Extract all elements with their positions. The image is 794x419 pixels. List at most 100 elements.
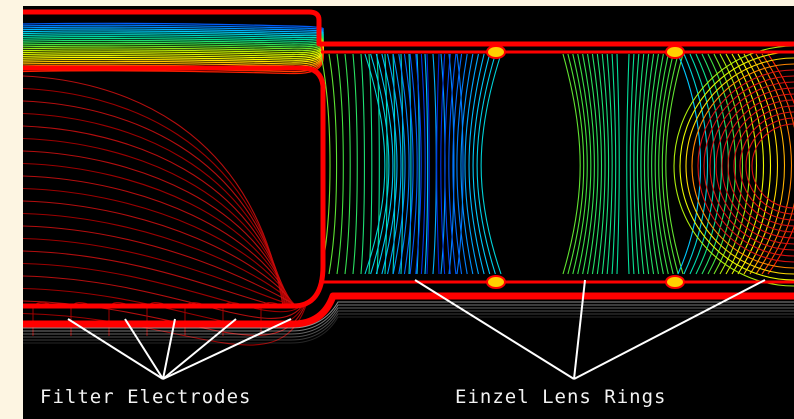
lens-contour [448, 53, 457, 275]
entry-contour [400, 53, 404, 275]
lens-contour [654, 53, 669, 275]
exit-contour [673, 45, 794, 287]
retarding-contour [23, 237, 299, 307]
einzel-lens-rings-label: Einzel Lens Rings [455, 386, 667, 408]
exit-contour [685, 57, 794, 275]
exit-contour [731, 53, 765, 275]
exit-contour [689, 53, 716, 275]
retarding-contour [23, 112, 288, 307]
exit-contour [691, 63, 794, 269]
filter-electrodes-pointer [124, 318, 164, 380]
lens-contour [381, 53, 398, 275]
exit-contour [715, 87, 794, 245]
lens-contour [444, 53, 451, 275]
lens-contour [577, 53, 592, 275]
filter-electrode-boundary [23, 65, 326, 309]
lens-contour [562, 53, 581, 275]
exit-contour [683, 53, 709, 275]
channel-contour [23, 30, 324, 42]
lens-contour [375, 53, 394, 275]
retarding-contour [23, 262, 302, 313]
einzel-lens-rings-pointer [573, 279, 586, 380]
channel-contour [23, 28, 324, 35]
lens-contour [644, 53, 655, 275]
lens-contour [387, 53, 402, 275]
sheath-line [23, 307, 794, 335]
lens-contour [651, 53, 664, 275]
lens-ring-electrode [486, 275, 506, 289]
lens-contour [409, 53, 418, 275]
simulation-canvas: Filter Electrodes Einzel Lens Rings [23, 6, 794, 419]
sheath-line [23, 304, 794, 332]
lens-contour [398, 53, 410, 275]
exit-contour [679, 51, 794, 281]
entry-contour [344, 53, 351, 275]
lens-contour [464, 53, 479, 275]
lens-contour [426, 53, 430, 275]
lens-contour [601, 53, 610, 275]
exit-contour [751, 123, 794, 209]
retarding-contour [23, 162, 292, 307]
retarding-contour [23, 275, 303, 319]
filter-electrodes-pointer [162, 318, 176, 380]
retarding-contour [23, 125, 289, 307]
exit-contour [733, 105, 794, 227]
annotation-lines [67, 279, 766, 380]
electrode-boundaries [23, 9, 794, 344]
einzel-lens-rings-pointer [573, 279, 766, 380]
exit-contour [677, 53, 702, 275]
retarding-contour [23, 305, 307, 346]
retarding-contour [23, 187, 295, 307]
exit-contour [721, 93, 794, 239]
retarding-contour [23, 175, 294, 307]
exit-contour [739, 111, 794, 221]
entry-contour [368, 53, 373, 275]
lens-contour [665, 53, 684, 275]
retarding-contour [23, 200, 296, 307]
lens-ring-electrode [665, 45, 685, 59]
filter-electrodes-label: Filter Electrodes [40, 386, 252, 408]
retarding-contour [23, 212, 297, 307]
channel-contour [23, 28, 324, 33]
lens-contour [392, 53, 406, 275]
exit-contour [737, 53, 772, 275]
channel-contour [23, 24, 324, 31]
entry-contour [408, 53, 412, 275]
lens-contour [629, 53, 635, 275]
entry-contour [432, 53, 437, 275]
lens-contour [633, 53, 640, 275]
exit-contour [725, 53, 758, 275]
outer-bottom-boundary [23, 292, 794, 328]
exit-contours [673, 45, 794, 287]
retarding-contour [23, 137, 290, 307]
channel-contour [23, 29, 324, 37]
lens-contour [472, 53, 491, 275]
sheath-line [23, 310, 794, 338]
lens-contour [436, 53, 440, 275]
entry-contour [336, 53, 344, 275]
entry-contour [456, 53, 464, 275]
sheath-line [23, 316, 794, 344]
entry-contour [360, 53, 365, 275]
lens-contour [587, 53, 599, 275]
lens-contour [415, 53, 422, 275]
lens-contour [440, 53, 446, 275]
entry-contour [352, 53, 358, 275]
sheath-line [23, 313, 794, 341]
lens-contour [460, 53, 474, 275]
filter-electrodes-pointer [67, 318, 164, 380]
exit-contour [755, 53, 793, 275]
lens-contour [403, 53, 414, 275]
lens-contour [370, 53, 390, 275]
entry-contour [392, 53, 396, 275]
sheath-line [23, 301, 794, 329]
lens-contour [476, 53, 496, 275]
lens-contours [364, 53, 684, 275]
lens-contour [616, 53, 620, 275]
lens-contour [468, 53, 485, 275]
retarding-contour [23, 150, 291, 307]
lens-contour [606, 53, 613, 275]
lens-contour [626, 53, 630, 275]
lens-contour [572, 53, 588, 275]
lens-contour [567, 53, 585, 275]
